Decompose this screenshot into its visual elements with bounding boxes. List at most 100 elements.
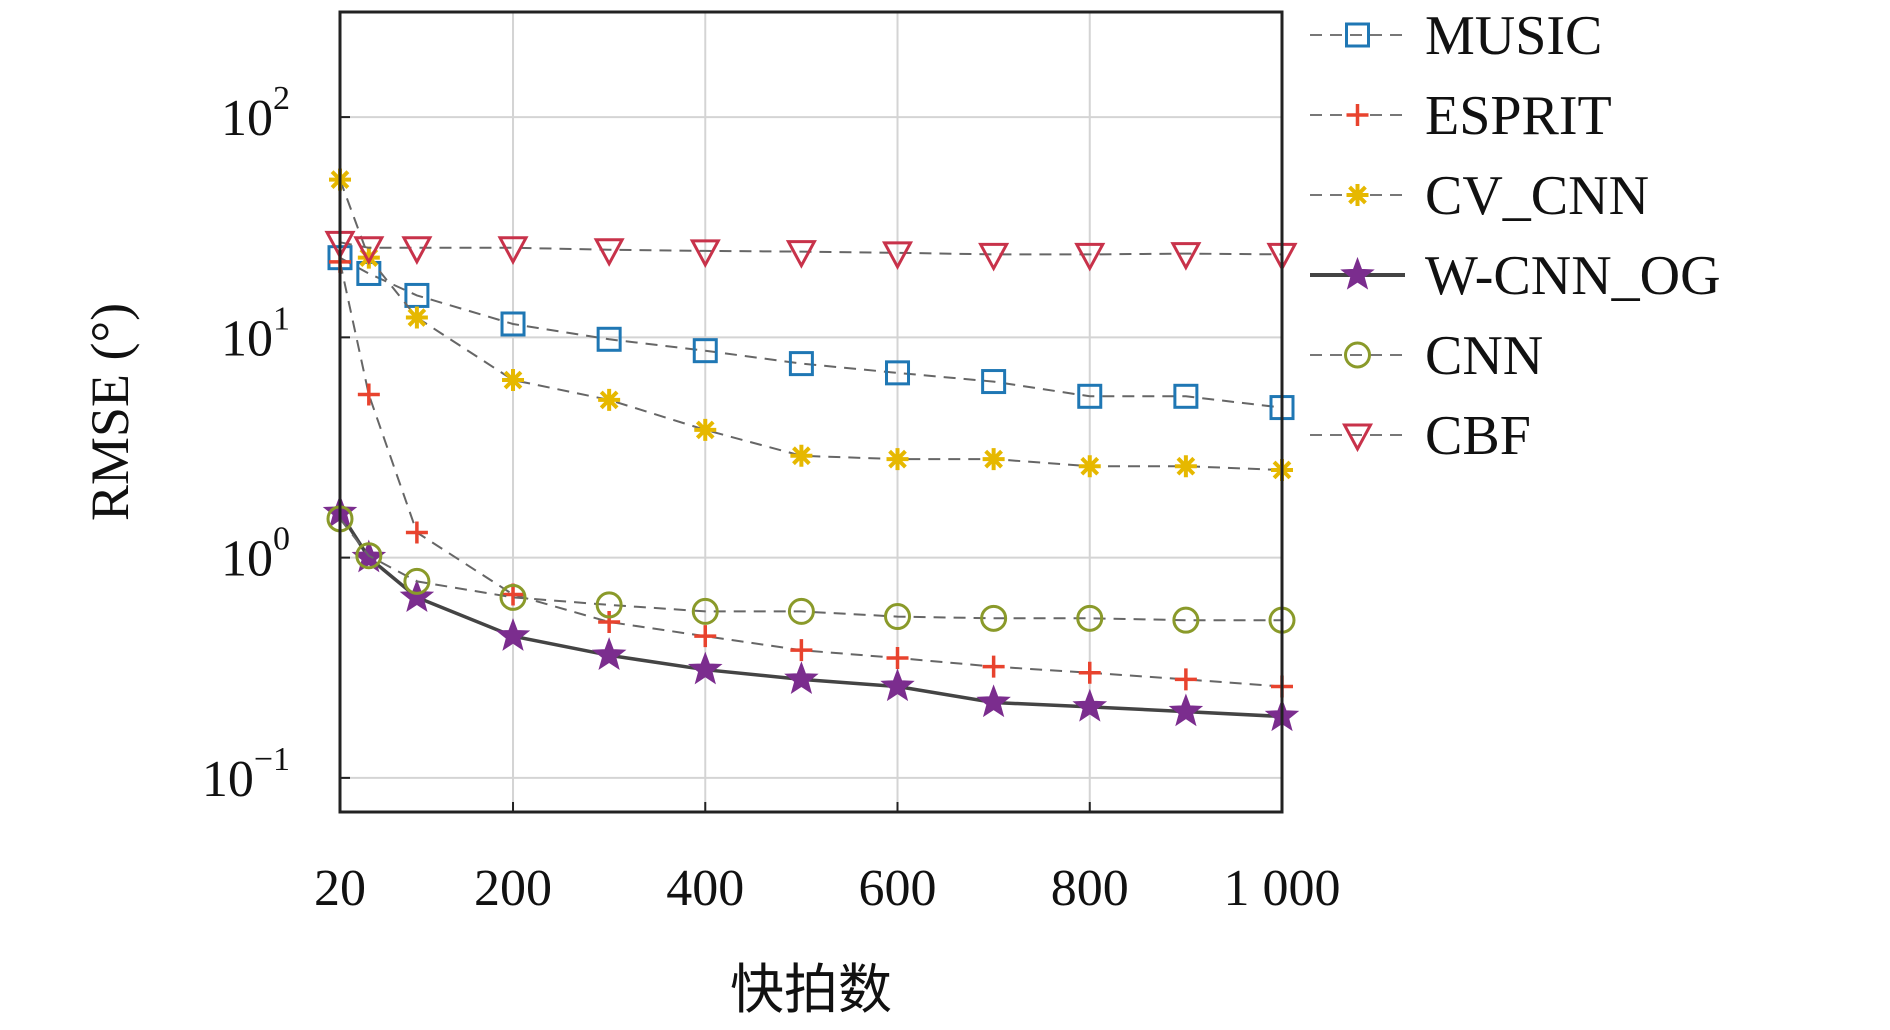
legend-label: CNN <box>1425 325 1543 387</box>
legend-marker <box>1341 423 1374 453</box>
data-point <box>596 326 622 352</box>
data-point <box>499 583 527 611</box>
series-layer <box>322 168 1300 732</box>
data-point <box>980 604 1008 632</box>
data-point <box>1078 661 1101 684</box>
legend-entry: W-CNN_OG <box>1310 245 1721 307</box>
legend-marker <box>1340 256 1375 290</box>
data-point <box>355 542 383 570</box>
data-point <box>403 567 431 595</box>
data-point <box>593 238 625 267</box>
data-point <box>1076 604 1104 632</box>
legend-label: CV_CNN <box>1425 165 1649 227</box>
data-point <box>1174 455 1197 478</box>
data-point <box>978 242 1010 272</box>
y-tick-label: 102 <box>221 80 290 147</box>
series-esprit <box>329 250 1293 698</box>
data-point <box>880 668 915 702</box>
series-line <box>339 179 1283 471</box>
y-axis-label: RMSE (°) <box>80 303 140 521</box>
data-point <box>1072 688 1108 722</box>
data-point <box>1074 242 1106 272</box>
series-line <box>338 511 1283 719</box>
data-point <box>787 597 815 625</box>
data-point <box>595 591 623 619</box>
data-point <box>1168 693 1204 727</box>
plot-frame <box>338 10 1284 814</box>
data-point <box>598 611 621 634</box>
legend-label: CBF <box>1425 405 1531 467</box>
y-tick-label: 101 <box>221 300 290 367</box>
data-point <box>885 360 911 386</box>
x-tick-label: 1 000 <box>1224 860 1341 917</box>
data-point <box>691 597 719 625</box>
series-cv-cnn <box>329 168 1293 481</box>
data-point <box>884 603 912 631</box>
data-point <box>502 369 525 392</box>
data-point <box>1174 668 1197 691</box>
data-point <box>1078 455 1101 478</box>
x-tick-label: 600 <box>859 860 937 917</box>
legend-entry: MUSIC <box>1310 5 1602 67</box>
x-tick-labels: 20 200 400 600 800 1 000 <box>314 802 1341 917</box>
data-point <box>886 448 909 471</box>
data-point <box>357 246 380 269</box>
data-point <box>500 311 526 337</box>
series-music <box>327 245 1295 421</box>
data-point <box>1077 383 1103 409</box>
data-point <box>881 241 914 270</box>
data-point <box>401 236 433 265</box>
legend-label: MUSIC <box>1425 5 1602 67</box>
y-tick-label: 10−1 <box>202 741 290 808</box>
data-point <box>790 639 813 662</box>
x-tick-label: 20 <box>314 860 366 917</box>
data-point <box>405 306 428 329</box>
y-tick-labels: 10−1 100 101 102 <box>202 80 350 808</box>
data-point <box>591 637 627 671</box>
data-point <box>1170 242 1202 271</box>
legend-entry: CV_CNN <box>1310 165 1649 227</box>
data-point <box>399 579 435 613</box>
data-point <box>694 625 717 648</box>
data-point <box>1172 606 1200 634</box>
legend-marker <box>1344 341 1371 369</box>
data-point <box>689 239 721 269</box>
series-line <box>339 256 1283 409</box>
data-point <box>784 661 819 695</box>
legend-entry: ESPRIT <box>1310 85 1612 147</box>
series-line <box>339 261 1283 688</box>
data-point <box>405 521 428 544</box>
series-cbf <box>324 230 1298 272</box>
x-axis-label: 快拍数 <box>730 960 892 1020</box>
data-point <box>353 236 385 265</box>
legend-marker <box>1346 104 1369 126</box>
legend-label: ESPRIT <box>1425 85 1612 147</box>
data-point <box>687 651 723 685</box>
x-tick-label: 200 <box>474 860 552 917</box>
legend: MUSIC ESPRIT CV_CNN W-CNN_OG CNN CBF <box>1310 5 1721 467</box>
legend-label: W-CNN_OG <box>1425 245 1721 307</box>
data-point <box>502 583 525 606</box>
data-point <box>497 236 529 265</box>
x-tick-label: 400 <box>666 860 744 917</box>
data-point <box>982 655 1005 678</box>
data-point <box>982 448 1005 471</box>
legend-entry: CNN <box>1310 325 1543 387</box>
series-w-cnn-og <box>322 494 1300 732</box>
legend-marker <box>1346 184 1369 206</box>
data-point <box>357 383 380 406</box>
data-point <box>692 338 718 364</box>
data-point <box>404 282 430 308</box>
legend-entry: CBF <box>1310 405 1531 467</box>
data-point <box>886 647 909 670</box>
y-tick-label: 100 <box>221 521 290 588</box>
data-point <box>981 369 1007 395</box>
data-point <box>694 418 717 441</box>
data-point <box>788 351 814 377</box>
data-point <box>1173 383 1199 409</box>
data-point <box>976 684 1011 718</box>
legend-marker <box>1345 22 1370 48</box>
data-point <box>785 240 817 269</box>
